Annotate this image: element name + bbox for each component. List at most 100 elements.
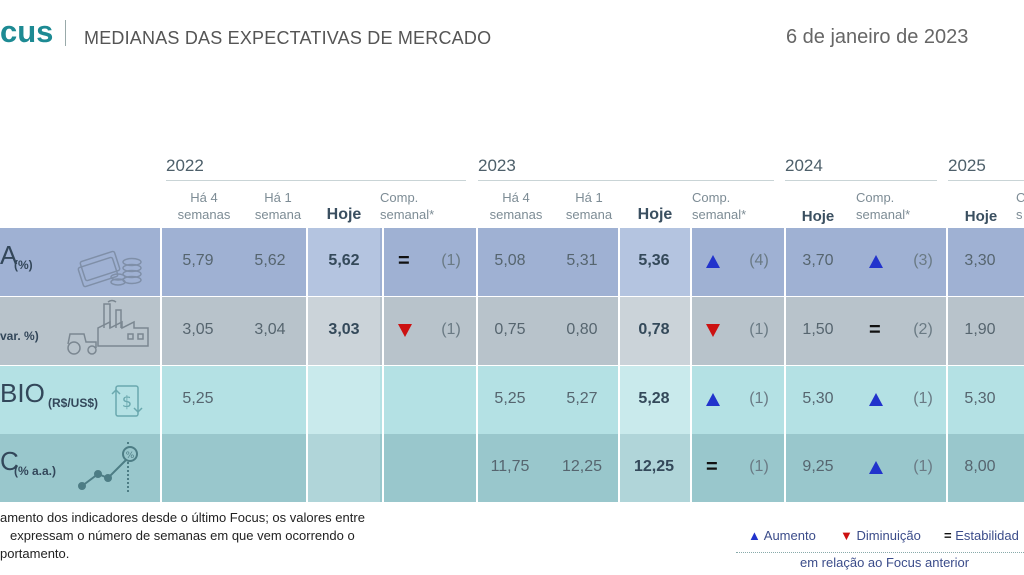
table-cell [0, 434, 160, 502]
value-count-2024: (1) [913, 390, 933, 407]
cell-separator [946, 228, 948, 296]
col-ha4-2023: Há 4 semanas [489, 190, 543, 222]
value-ha4-2023: 5,25 [494, 390, 526, 407]
year-2025: 2025 [948, 156, 986, 175]
table-cell [160, 297, 308, 365]
table-cell [784, 228, 846, 296]
table-row: var. %) 3,05 3,04 3,03 (1) 0,75 0,80 0,78 (1) 1,5… [0, 297, 1024, 365]
value-ha1-2023: 5,27 [566, 390, 598, 407]
legend-divider [736, 552, 1024, 553]
row-unit: (R$/US$) [48, 396, 99, 410]
cell-separator [306, 297, 308, 365]
table-cell [784, 297, 846, 365]
table-cell [0, 366, 160, 434]
value-ha4-2022: 5,79 [182, 252, 214, 269]
col-ha1-2022: Há 1 semana [254, 190, 302, 222]
col-hoje-2024: Hoje [801, 208, 835, 225]
value-count-2024: (1) [913, 458, 933, 475]
cell-separator [306, 434, 308, 502]
col-ha1-2023: Há 1 semana [565, 190, 613, 222]
value-hoje-2025: 1,90 [964, 321, 996, 338]
value-hoje-2023: 0,78 [638, 321, 670, 338]
table-cell [690, 366, 782, 434]
col-hoje-2023: Hoje [637, 206, 673, 223]
legend-caption: em relação ao Focus anterior [800, 555, 970, 570]
table-cell [846, 228, 944, 296]
cell-separator [160, 434, 162, 502]
table-cell [476, 297, 616, 365]
cell-separator [618, 297, 620, 365]
triangle-up-icon [869, 255, 883, 268]
table-cell [160, 434, 308, 502]
cell-separator [306, 366, 308, 434]
row-unit: var. %) [0, 329, 39, 343]
value-ha4-2023: 0,75 [494, 321, 526, 338]
cell-separator [476, 297, 478, 365]
cell-separator [476, 434, 478, 502]
triangle-up-icon [706, 255, 720, 268]
cell-separator [784, 297, 786, 365]
table-cell [160, 366, 308, 434]
cell-separator [618, 228, 620, 296]
table-cell [784, 366, 846, 434]
value-hoje-2024: 5,30 [802, 390, 834, 407]
year-2022: 2022 [166, 156, 204, 175]
exchange-dollar-icon: $ [111, 385, 143, 417]
cell-separator [306, 228, 308, 296]
value-ha1-2023: 12,25 [561, 458, 603, 475]
cell-separator [476, 228, 478, 296]
cell-separator [160, 228, 162, 296]
table-cell [160, 228, 308, 296]
table-cell [946, 366, 1024, 434]
cell-separator [476, 366, 478, 434]
triangle-down-icon [706, 324, 720, 337]
value-hoje-2024: 9,25 [802, 458, 834, 475]
table-cell [946, 228, 1024, 296]
table-cell [476, 228, 616, 296]
cell-separator [690, 366, 692, 434]
value-hoje-2023: 5,36 [638, 252, 670, 269]
table-cell [306, 228, 380, 296]
cell-separator [690, 297, 692, 365]
cell-separator [160, 366, 162, 434]
value-hoje-2024: 3,70 [802, 252, 834, 269]
value-hoje-2023: 12,25 [633, 458, 675, 475]
table-cell [946, 434, 1024, 502]
equals-icon: = [398, 250, 410, 272]
year-rule-2022 [166, 180, 466, 181]
cell-separator [382, 366, 384, 434]
col-comp-2024: Comp. semanal* [856, 190, 911, 222]
table-cell [306, 434, 380, 502]
cell-separator [618, 434, 620, 502]
table-cell [476, 366, 616, 434]
table-cell [690, 434, 782, 502]
year-rule-2024 [785, 180, 937, 181]
cell-separator [784, 434, 786, 502]
value-ha4-2023: 5,08 [494, 252, 526, 269]
value-count-2024: (3) [913, 252, 933, 269]
table-cell [0, 297, 160, 365]
table-cell [382, 297, 474, 365]
value-hoje-2024: 1,50 [802, 321, 834, 338]
footnote: amento dos indicadores desde o último Fo… [0, 510, 365, 561]
value-ha1-2023: 0,80 [566, 321, 598, 338]
equals-icon: = [706, 456, 718, 478]
table-cell [306, 366, 380, 434]
year-rule-2023 [478, 180, 774, 181]
value-count-2023: (1) [749, 390, 769, 407]
table-cell [382, 228, 474, 296]
value-ha4-2022: 3,05 [182, 321, 214, 338]
table-cell [784, 434, 846, 502]
table-cell [946, 297, 1024, 365]
value-count-2023: (4) [749, 252, 769, 269]
table-row: C (% a.a.) 11,75 12,25 12,25 = (1) 9,25 (1) 8,00 [0, 434, 1024, 502]
value-ha1-2022: 5,62 [254, 252, 286, 269]
value-count-2022: (1) [441, 321, 461, 338]
header-divider [65, 20, 66, 46]
triangle-down-icon: ▼ [840, 528, 853, 543]
value-hoje-2022: 3,03 [328, 321, 360, 338]
year-2024: 2024 [785, 156, 823, 175]
row-label: BIO [0, 378, 45, 408]
value-hoje-2022: 5,62 [328, 252, 360, 269]
